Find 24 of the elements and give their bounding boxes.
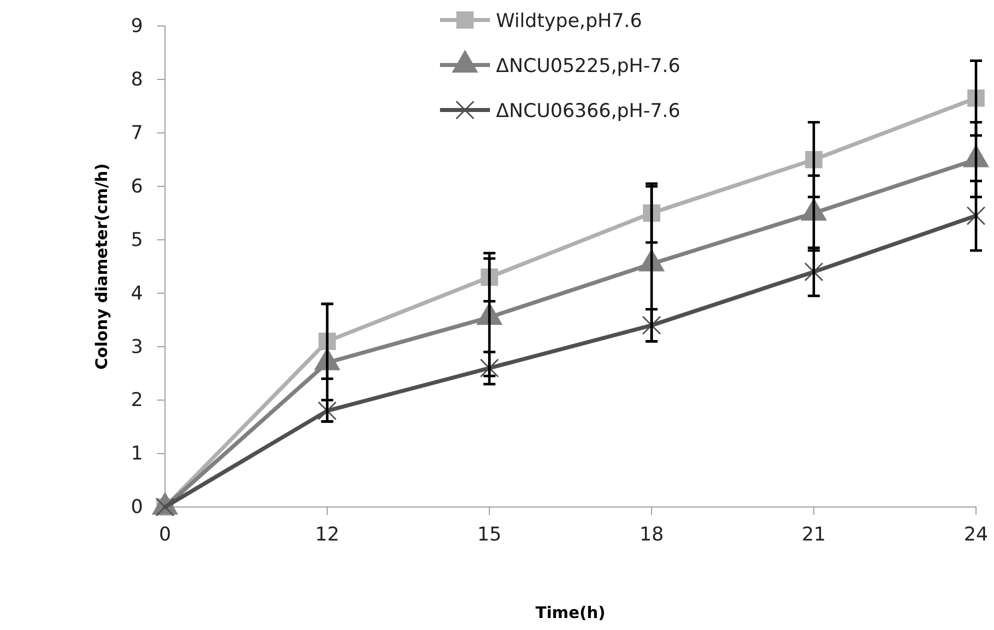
- y-tick-label: 2: [130, 389, 143, 412]
- y-tick-label: 4: [130, 282, 143, 304]
- x-axis-title: Time(h): [536, 603, 606, 622]
- x-tick-label: 24: [964, 523, 988, 546]
- y-tick-label: 1: [130, 442, 143, 465]
- y-tick-label: 7: [130, 122, 143, 144]
- y-tick-label: 3: [130, 336, 143, 358]
- y-tick-label: 0: [130, 496, 143, 518]
- x-tick-label: 21: [802, 523, 826, 546]
- y-axis-title: Colony diameter(cm/h): [92, 163, 111, 370]
- point: [966, 206, 986, 226]
- legend-label: ΔNCU06366,pH-7.6: [496, 100, 680, 122]
- legend-label: ΔNCU05225,pH-7.6: [496, 55, 680, 77]
- x-tick-label: 0: [158, 523, 172, 546]
- legend-label: Wildtype,pH7.6: [496, 10, 642, 32]
- y-tick-label: 5: [130, 228, 143, 251]
- x-tick-label: 15: [477, 523, 502, 546]
- y-tick-label: 6: [130, 175, 143, 198]
- x-tick-label: 18: [640, 523, 664, 546]
- x-tick-label: 12: [315, 523, 340, 546]
- y-tick-label: 9: [130, 15, 143, 38]
- point: [642, 316, 662, 335]
- point: [804, 262, 824, 282]
- y-tick-label: 8: [130, 68, 143, 91]
